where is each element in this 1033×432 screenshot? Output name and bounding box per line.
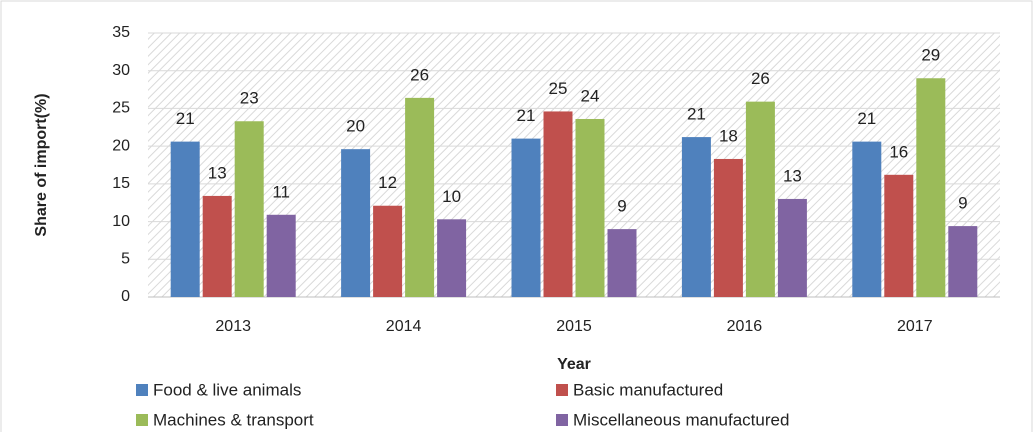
legend-swatch — [556, 414, 568, 426]
data-label: 11 — [272, 182, 290, 201]
data-label: 26 — [410, 65, 429, 84]
legend-swatch — [136, 384, 148, 396]
bar — [543, 111, 573, 298]
bar — [202, 195, 232, 297]
x-tick-label: 2017 — [897, 318, 933, 335]
y-tick-label: 0 — [121, 288, 130, 305]
bar — [916, 78, 946, 297]
y-axis-title: Share of import(%) — [33, 93, 50, 236]
y-tick-label: 35 — [112, 24, 130, 41]
data-label: 29 — [921, 46, 940, 65]
y-tick-label: 15 — [112, 175, 130, 192]
bar — [713, 158, 743, 297]
legend-label: Miscellaneous manufactured — [573, 410, 789, 429]
y-tick-label: 25 — [112, 100, 130, 117]
bar — [437, 219, 467, 297]
data-label: 16 — [889, 142, 908, 161]
legend-label: Machines & transport — [153, 410, 314, 429]
bar — [948, 226, 978, 297]
data-label: 9 — [958, 194, 967, 213]
bar — [511, 138, 541, 297]
legend-label: Basic manufactured — [573, 380, 723, 399]
bar — [234, 121, 264, 297]
bar — [170, 141, 200, 297]
bar — [266, 214, 296, 297]
y-tick-label: 5 — [121, 251, 130, 268]
data-label: 26 — [751, 69, 770, 88]
x-tick-label: 2014 — [386, 318, 422, 335]
legend-label: Food & live animals — [153, 380, 301, 399]
data-label: 20 — [346, 117, 365, 136]
bar — [607, 229, 637, 297]
bar — [852, 141, 882, 297]
data-label: 9 — [617, 197, 626, 216]
data-label: 12 — [378, 173, 397, 192]
y-tick-label: 30 — [112, 62, 130, 79]
legend-swatch — [556, 384, 568, 396]
bar — [405, 97, 435, 298]
bar — [884, 174, 914, 297]
y-tick-label: 20 — [112, 137, 130, 154]
data-label: 21 — [176, 109, 195, 128]
data-label: 21 — [857, 109, 876, 128]
x-tick-label: 2013 — [215, 318, 251, 335]
legend-swatch — [136, 414, 148, 426]
x-tick-label: 2015 — [556, 318, 592, 335]
data-label: 21 — [517, 106, 536, 125]
bar — [745, 101, 775, 297]
bar — [575, 118, 605, 297]
data-label: 18 — [719, 126, 738, 145]
data-label: 23 — [240, 89, 259, 108]
bar — [681, 137, 711, 297]
data-label: 10 — [442, 187, 461, 206]
data-label: 13 — [208, 163, 227, 182]
bar — [341, 149, 371, 297]
x-axis-title: Year — [557, 356, 591, 373]
data-label: 21 — [687, 105, 706, 124]
bar — [373, 205, 403, 297]
x-tick-label: 2016 — [727, 318, 763, 335]
data-label: 24 — [581, 86, 600, 105]
data-label: 25 — [549, 79, 568, 98]
bar — [777, 198, 807, 297]
y-tick-label: 10 — [112, 213, 130, 230]
data-label: 13 — [783, 166, 802, 185]
